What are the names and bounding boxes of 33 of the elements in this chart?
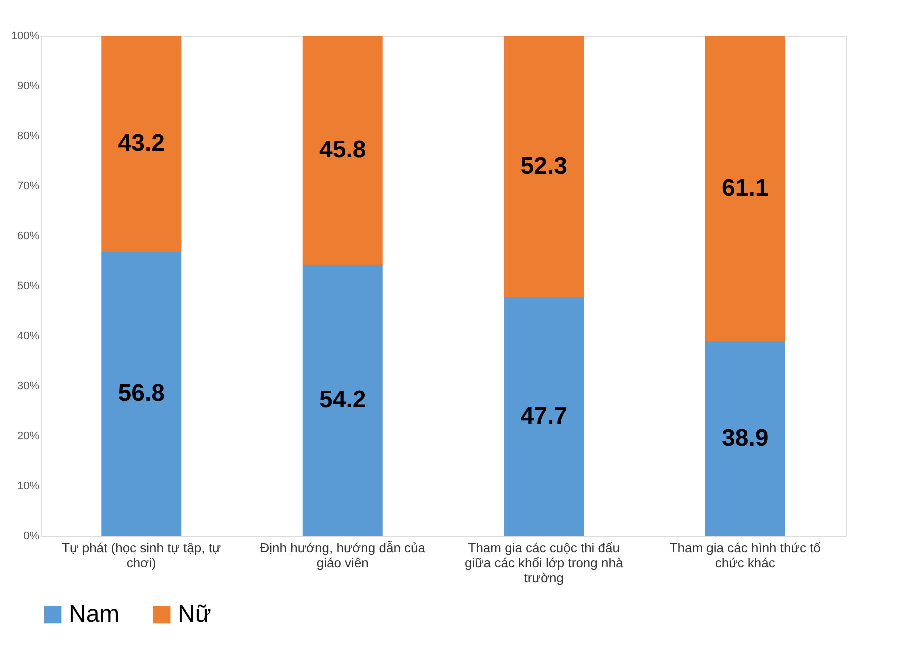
bar <box>504 36 584 298</box>
y-tick-label: 20% <box>17 430 40 442</box>
y-tick-label: 0% <box>24 530 40 542</box>
data-label: 47.7 <box>520 402 568 430</box>
data-label: 52.3 <box>520 152 568 180</box>
data-label: 43.2 <box>118 130 165 157</box>
x-tick-label: Tham gia các hình thức tổ chức khác <box>670 540 821 570</box>
y-tick-label: 80% <box>17 130 40 142</box>
data-label: 61.1 <box>722 174 769 202</box>
data-label: 38.9 <box>722 424 769 452</box>
bar <box>705 342 786 536</box>
bar <box>302 265 383 536</box>
y-tick-label: 60% <box>17 230 40 242</box>
y-tick-label: 90% <box>17 80 40 92</box>
y-tick-label: 50% <box>17 280 40 292</box>
y-tick-label: 30% <box>17 380 40 392</box>
bar <box>302 36 383 265</box>
y-tick-label: 40% <box>17 330 40 342</box>
bar <box>102 252 182 536</box>
x-tick-label: Định hướng, hướng dẫn của giáo viên <box>260 540 426 570</box>
x-tick-label: Tham gia các cuộc thi đấu giữa các khối lớp trong nhà trường <box>465 540 624 586</box>
bar <box>705 36 786 342</box>
y-tick-label: 70% <box>17 180 40 192</box>
y-tick-label: 100% <box>11 30 40 42</box>
legend-label: Nữ <box>178 601 212 628</box>
bar <box>102 36 182 252</box>
legend-label: Nam <box>69 601 120 628</box>
y-tick-label: 10% <box>17 480 40 492</box>
bar <box>504 298 584 536</box>
x-tick-label: Tự phát (học sinh tự tập, tự chơi) <box>62 540 222 570</box>
data-label: 45.8 <box>320 136 366 164</box>
data-label: 54.2 <box>320 386 366 414</box>
data-label: 56.8 <box>118 380 165 407</box>
